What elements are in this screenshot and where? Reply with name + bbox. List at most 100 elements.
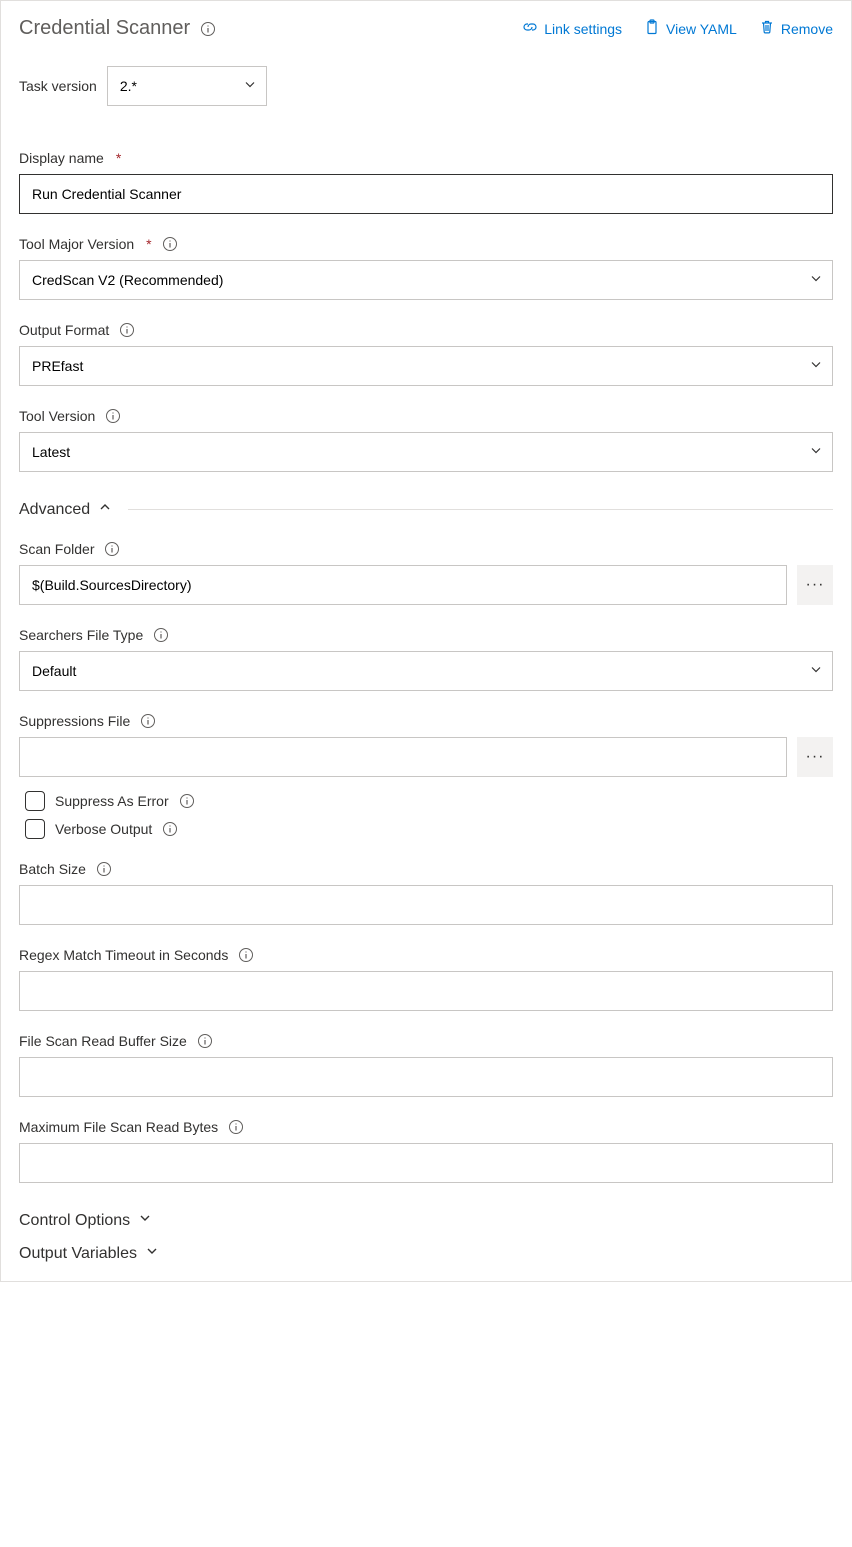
info-icon[interactable] [104,541,120,557]
chevron-down-icon [145,1244,159,1263]
scan-folder-label: Scan Folder [19,541,94,557]
tool-version-label: Tool Version [19,408,95,424]
tool-version-select[interactable] [19,432,833,472]
scan-folder-input[interactable] [19,565,787,605]
checkbox-group: Suppress As Error Verbose Output [19,791,833,839]
task-title: Credential Scanner [19,17,190,40]
view-yaml-label: View YAML [666,21,737,37]
file-scan-read-buffer-field: File Scan Read Buffer Size [19,1033,833,1097]
tool-major-version-field: Tool Major Version * [19,236,833,300]
output-format-select[interactable] [19,346,833,386]
max-file-scan-read-bytes-label: Maximum File Scan Read Bytes [19,1119,218,1135]
regex-match-timeout-label-row: Regex Match Timeout in Seconds [19,947,833,963]
suppressions-file-input[interactable] [19,737,787,777]
section-divider [128,509,833,510]
max-file-scan-read-bytes-input[interactable] [19,1143,833,1183]
info-icon[interactable] [179,793,195,809]
trash-icon [759,19,775,38]
tool-version-field: Tool Version [19,408,833,472]
chevron-up-icon [98,500,112,519]
searchers-file-type-select[interactable] [19,651,833,691]
display-name-label-row: Display name * [19,150,833,166]
searchers-file-type-label: Searchers File Type [19,627,143,643]
link-settings-label: Link settings [544,21,622,37]
task-version-select-wrap [107,66,267,106]
output-format-field: Output Format [19,322,833,386]
output-format-label-row: Output Format [19,322,833,338]
suppress-as-error-checkbox[interactable] [25,791,45,811]
view-yaml-button[interactable]: View YAML [644,19,737,38]
remove-button[interactable]: Remove [759,19,833,38]
chevron-down-icon [138,1211,152,1230]
output-variables-section-header[interactable]: Output Variables [19,1244,833,1263]
file-scan-read-buffer-label: File Scan Read Buffer Size [19,1033,187,1049]
clipboard-icon [644,19,660,38]
control-options-section-header[interactable]: Control Options [19,1211,833,1230]
batch-size-input[interactable] [19,885,833,925]
suppress-as-error-label: Suppress As Error [55,793,169,809]
info-icon[interactable] [200,21,216,37]
task-settings-panel: Credential Scanner Link settings View YA… [0,0,852,1282]
tool-major-version-select-wrap [19,260,833,300]
output-format-label: Output Format [19,322,109,338]
link-icon [522,19,538,38]
file-scan-read-buffer-label-row: File Scan Read Buffer Size [19,1033,833,1049]
tool-version-label-row: Tool Version [19,408,833,424]
task-version-label: Task version [19,78,97,94]
tool-major-version-label: Tool Major Version [19,236,134,252]
max-file-scan-read-bytes-label-row: Maximum File Scan Read Bytes [19,1119,833,1135]
info-icon[interactable] [228,1119,244,1135]
info-icon[interactable] [238,947,254,963]
searchers-file-type-field: Searchers File Type [19,627,833,691]
batch-size-label-row: Batch Size [19,861,833,877]
batch-size-label: Batch Size [19,861,86,877]
verbose-output-row: Verbose Output [19,819,833,839]
batch-size-field: Batch Size [19,861,833,925]
verbose-output-checkbox[interactable] [25,819,45,839]
info-icon[interactable] [140,713,156,729]
task-version-select[interactable] [107,66,267,106]
info-icon[interactable] [197,1033,213,1049]
link-settings-button[interactable]: Link settings [522,19,622,38]
browse-button[interactable]: ··· [797,737,833,777]
verbose-output-label: Verbose Output [55,821,152,837]
info-icon[interactable] [153,627,169,643]
scan-folder-label-row: Scan Folder [19,541,833,557]
regex-match-timeout-label: Regex Match Timeout in Seconds [19,947,228,963]
file-scan-read-buffer-input[interactable] [19,1057,833,1097]
suppressions-file-field: Suppressions File ··· [19,713,833,777]
info-icon[interactable] [105,408,121,424]
regex-match-timeout-field: Regex Match Timeout in Seconds [19,947,833,1011]
info-icon[interactable] [162,236,178,252]
suppressions-file-label: Suppressions File [19,713,130,729]
suppressions-file-browse-row: ··· [19,737,833,777]
scan-folder-browse-row: ··· [19,565,833,605]
header-actions: Link settings View YAML Remove [522,19,833,38]
ellipsis-icon: ··· [806,748,825,766]
advanced-section-header[interactable]: Advanced [19,500,833,519]
tool-major-version-select[interactable] [19,260,833,300]
tool-version-select-wrap [19,432,833,472]
regex-match-timeout-input[interactable] [19,971,833,1011]
browse-button[interactable]: ··· [797,565,833,605]
display-name-input[interactable] [19,174,833,214]
header-row: Credential Scanner Link settings View YA… [19,17,833,40]
info-icon[interactable] [119,322,135,338]
searchers-file-type-label-row: Searchers File Type [19,627,833,643]
required-asterisk: * [116,150,121,166]
required-asterisk: * [146,236,151,252]
max-file-scan-read-bytes-field: Maximum File Scan Read Bytes [19,1119,833,1183]
info-icon[interactable] [96,861,112,877]
control-options-label: Control Options [19,1212,130,1230]
output-format-select-wrap [19,346,833,386]
output-variables-label: Output Variables [19,1245,137,1263]
suppressions-file-label-row: Suppressions File [19,713,833,729]
display-name-field: Display name * [19,150,833,214]
tool-major-version-label-row: Tool Major Version * [19,236,833,252]
remove-label: Remove [781,21,833,37]
info-icon[interactable] [162,821,178,837]
searchers-file-type-select-wrap [19,651,833,691]
scan-folder-field: Scan Folder ··· [19,541,833,605]
display-name-label: Display name [19,150,104,166]
task-version-row: Task version [19,66,833,106]
